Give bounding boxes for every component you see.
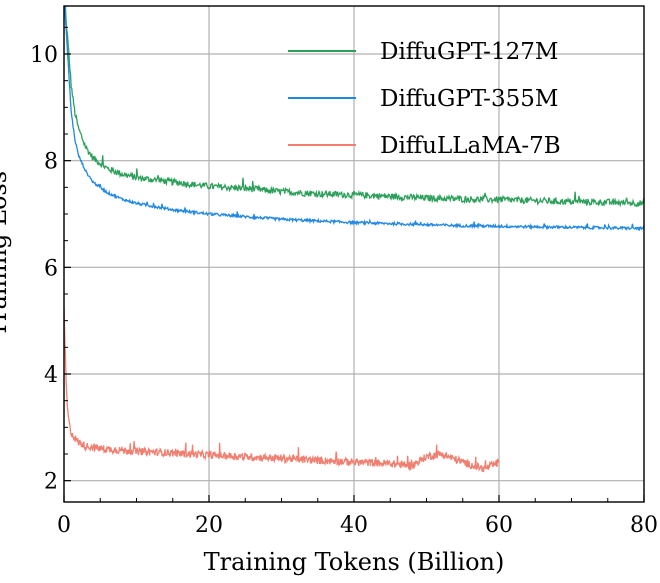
legend-label: DiffuGPT-127M <box>380 39 558 65</box>
axis-ticks <box>63 26 645 502</box>
x-axis-label: Training Tokens (Billion) <box>204 548 505 576</box>
gridlines <box>63 6 645 502</box>
x-tick-label: 20 <box>195 513 223 538</box>
series-lines <box>64 6 644 473</box>
tick-labels: 0 20 40 60 80 2 4 6 8 10 <box>30 43 658 538</box>
y-tick-label: 10 <box>30 43 58 68</box>
y-tick-label: 8 <box>44 150 58 175</box>
x-tick-label: 60 <box>485 513 513 538</box>
legend-label: DiffuGPT-355M <box>380 86 558 112</box>
y-axis-label: Training Loss <box>0 171 12 337</box>
x-tick-label: 80 <box>630 513 658 538</box>
legend-label: DiffuLLaMA-7B <box>380 133 561 159</box>
x-tick-label: 0 <box>57 513 71 538</box>
series-line-3 <box>64 306 500 473</box>
series-line-2 <box>64 6 644 232</box>
y-tick-label: 6 <box>44 256 58 281</box>
series-line-1 <box>64 6 644 208</box>
x-tick-label: 40 <box>340 513 368 538</box>
y-tick-label: 4 <box>44 363 58 388</box>
y-tick-label: 2 <box>44 470 58 495</box>
legend: DiffuGPT-127M DiffuGPT-355M DiffuLLaMA-7B <box>288 39 561 159</box>
